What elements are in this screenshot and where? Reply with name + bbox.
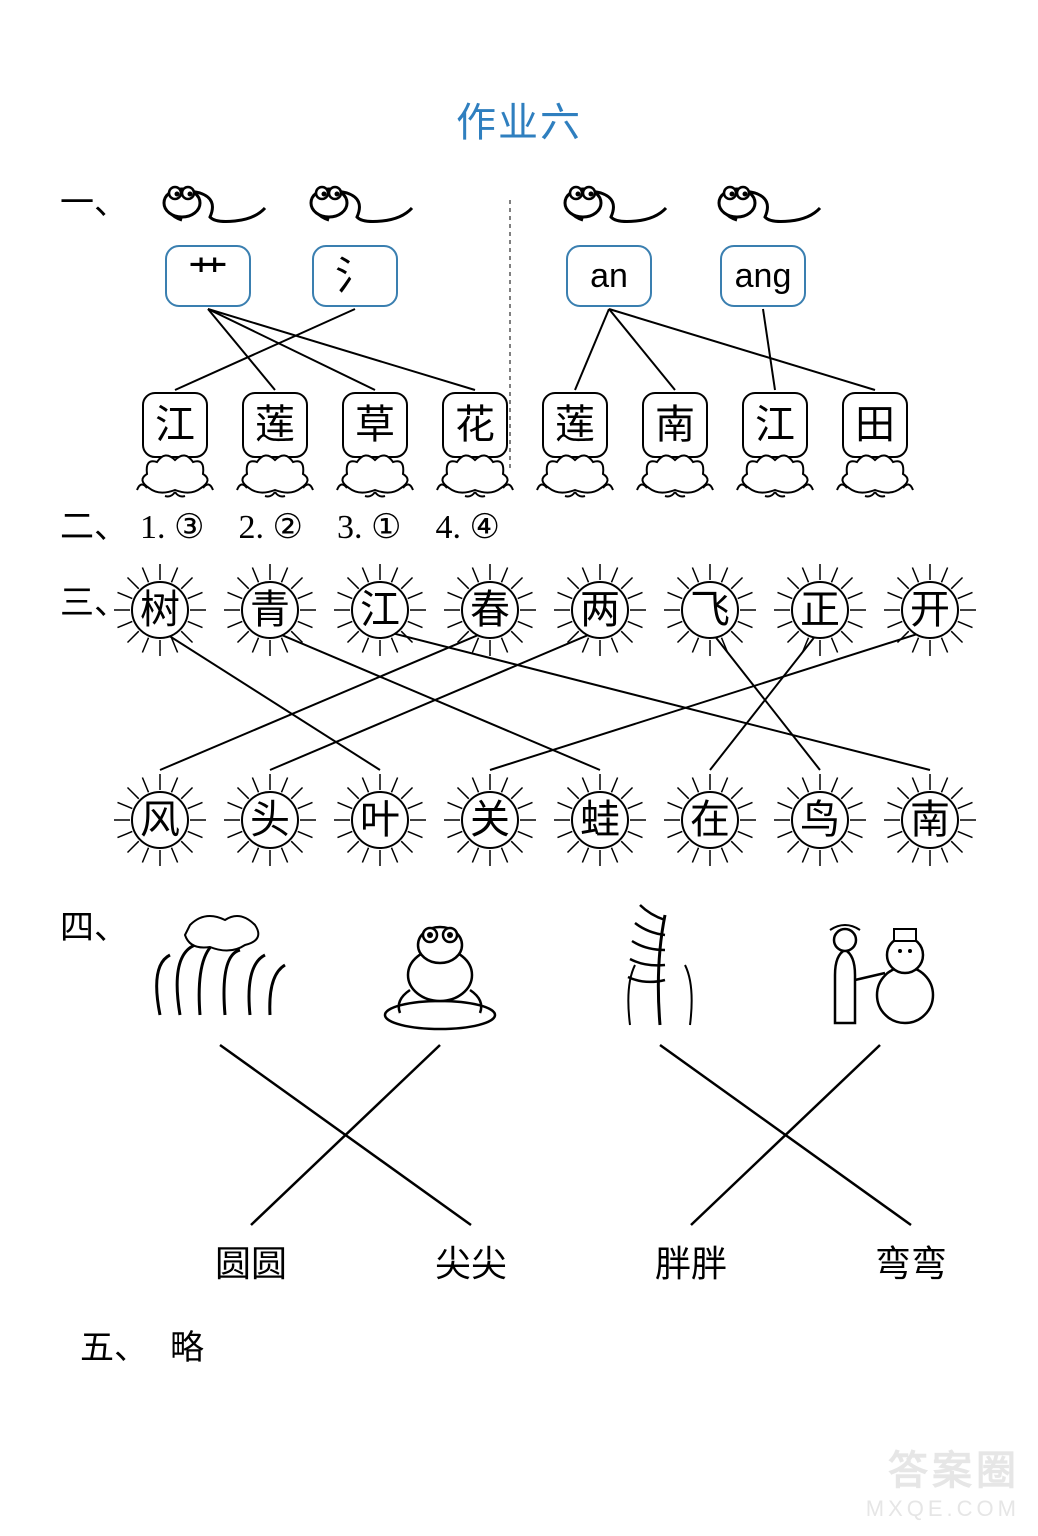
watermark-line1: 答案圈 — [866, 1438, 1020, 1496]
q5-label: 五、 — [80, 1320, 148, 1369]
q4-word: 胖胖 — [655, 1235, 727, 1287]
q4-word: 弯弯 — [875, 1235, 947, 1287]
q4-word: 圆圆 — [215, 1235, 287, 1287]
q4-lines — [0, 0, 1038, 1300]
q5-answer: 略 — [170, 1320, 204, 1369]
watermark: 答案圈 MXQE.COM — [866, 1438, 1020, 1522]
q4-word: 尖尖 — [435, 1235, 507, 1287]
watermark-line2: MXQE.COM — [866, 1496, 1020, 1522]
